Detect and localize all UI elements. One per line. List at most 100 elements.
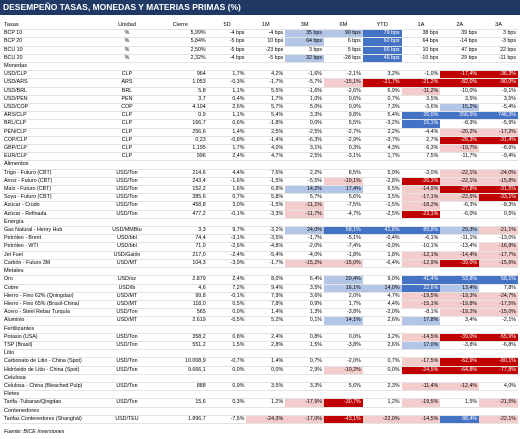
table-row: EUR/CLP CLP 996 2,4% 4,7% 2,5% -3,1% 1,7% 7,5% -1… (2, 152, 518, 162)
row-value: -11,1% (285, 201, 324, 211)
row-value: -2,0% (362, 308, 402, 318)
row-value: 0,7% (362, 357, 402, 367)
row-value: 35 bps (285, 29, 324, 39)
row-unit: COP (100, 103, 153, 113)
section-title: Metales (2, 267, 518, 277)
row-name: Hierro - Fino 62% (Qningdao) (2, 292, 101, 301)
row-value: -0,3% (207, 78, 247, 88)
row-value: -10,1% (401, 242, 441, 252)
row-value: -4,8% (246, 242, 286, 252)
row-value: 4,3% (362, 144, 402, 154)
row-value: 7,3% (362, 103, 402, 113)
row-value: 1,1% (207, 111, 247, 121)
row-name: Acero - Steel Rebar Turquía (2, 308, 101, 318)
row-value: -4 bps (207, 29, 247, 39)
row-value: 41,8% (362, 226, 402, 236)
row-value: 38 bps (401, 29, 441, 39)
row-value: 90 bps (324, 29, 363, 39)
row-value: -23,1% (401, 210, 441, 219)
section-header: Alimentos (2, 160, 518, 170)
row-value: 3,3% (285, 111, 324, 121)
row-value: 4,0% (246, 144, 286, 154)
section-header: Litio (2, 349, 518, 359)
row-value: -22,1% (440, 177, 480, 187)
row-unit: BRL (100, 87, 153, 96)
row-value: -3,0% (401, 169, 441, 178)
row-value: 5,5% (324, 119, 363, 129)
table-row: ARS/CLP CLP 0,9 1,1% 5,4% 3,3% 9,8% 5,4% 25,0% 35… (2, 111, 518, 121)
row-name: Tarifas Contenedores (Shanghái) (2, 415, 101, 424)
row-value: -36,3% (479, 70, 518, 80)
row-name: Tarifa -Tubarao/Qingdao (2, 398, 101, 408)
table-row: Trigo - Futuro (CBT) USD/Ton 214,6 4,4% 7,6%… (2, 169, 518, 178)
row-value: -22,1% (479, 415, 518, 424)
row-unit: CLP (100, 119, 153, 129)
row-unit: USD/MT (100, 316, 153, 326)
row-value: 1,1% (207, 87, 247, 96)
row-value: 2,7% (401, 136, 441, 146)
row-value: 3 bps (479, 29, 518, 39)
row-name: USD/COP (2, 103, 101, 113)
row-value: 3,5% (479, 95, 518, 105)
row-value: -4 bps (207, 54, 247, 64)
row-value: -0,7% (207, 357, 247, 367)
row-value: -4,4% (401, 128, 441, 137)
row-value: -77,8% (479, 366, 518, 375)
table-row: Maíz - Futuro (CBT) USD/Ton 152,2 1,6% 6,8% 1… (2, 185, 518, 195)
section-title: Energía (2, 218, 518, 228)
row-value: 5,4% (246, 111, 286, 121)
row-value: 0,8% (285, 333, 324, 342)
row-value: -22,1% (440, 169, 480, 178)
row-name: Gas Natural - Henry Hub (2, 226, 101, 236)
table-row: PEN/CLP CLP 256,6 1,4% 2,5% -2,5% -2,7% 2,2% -4,… (2, 128, 518, 137)
row-value: -24,5% (401, 366, 441, 375)
row-name: USD/ARS (2, 78, 101, 88)
row-value: -2,1% (324, 70, 363, 80)
row-name: BCU 10 (2, 46, 101, 55)
section-title: Alimentos (2, 160, 518, 170)
row-value: -9,4% (479, 152, 518, 162)
row-value: -8,6% (479, 144, 518, 154)
row-close: 964 (152, 70, 208, 80)
row-value: 0,9% (324, 103, 363, 113)
row-close: 565 (152, 308, 208, 318)
row-value: -2,1% (479, 316, 518, 326)
row-value: -10 bps (401, 54, 441, 64)
row-value: 0,3% (324, 144, 363, 154)
row-value: 22 bps (479, 46, 518, 55)
row-close: 166,7 (152, 119, 208, 129)
row-close: 2,32% (152, 54, 208, 64)
column-header: Cierre (152, 22, 208, 31)
row-value: 32 bps (285, 54, 324, 64)
row-value: -6,8% (479, 341, 518, 351)
row-name: ARS/CLP (2, 111, 101, 121)
row-value: -2,0% (324, 357, 363, 367)
row-unit: USD/Ton (100, 398, 153, 408)
row-value: -80,1% (479, 357, 518, 367)
row-value: 4,7% (362, 292, 402, 301)
row-value: -8,3% (440, 119, 480, 129)
row-value: -2,9% (324, 136, 363, 146)
section-title: Fletes (2, 390, 518, 400)
section-header: Fertilizantes (2, 325, 518, 334)
row-value: -5 bps (207, 37, 247, 47)
row-value: 2,8% (246, 341, 286, 351)
row-value: -11,2% (401, 87, 441, 96)
section-title: Monedas (2, 62, 518, 72)
row-value: 0,0% (207, 308, 247, 318)
row-value: 2,6% (362, 341, 402, 351)
row-close: 3,3 (152, 226, 208, 236)
row-value: 6,3% (401, 144, 441, 154)
column-header: 3M (285, 22, 324, 31)
performance-table: Tasas Unidad Cierre 5D 1M 3M 6M YTD 1A 2A 3A BCP 10… (2, 22, 518, 424)
row-unit: USD/Ton (100, 357, 153, 367)
row-value: -1,7% (246, 78, 286, 88)
row-unit: USD/MMBtu (100, 226, 153, 236)
row-close: 996 (152, 152, 208, 162)
row-unit: CLP (100, 144, 153, 154)
row-value: -21,1% (479, 226, 518, 236)
row-value: 60 bps (362, 37, 402, 47)
row-value: -7,4% (324, 242, 363, 252)
row-value: -19,8% (440, 300, 480, 310)
row-value: 79 bps (362, 29, 402, 39)
